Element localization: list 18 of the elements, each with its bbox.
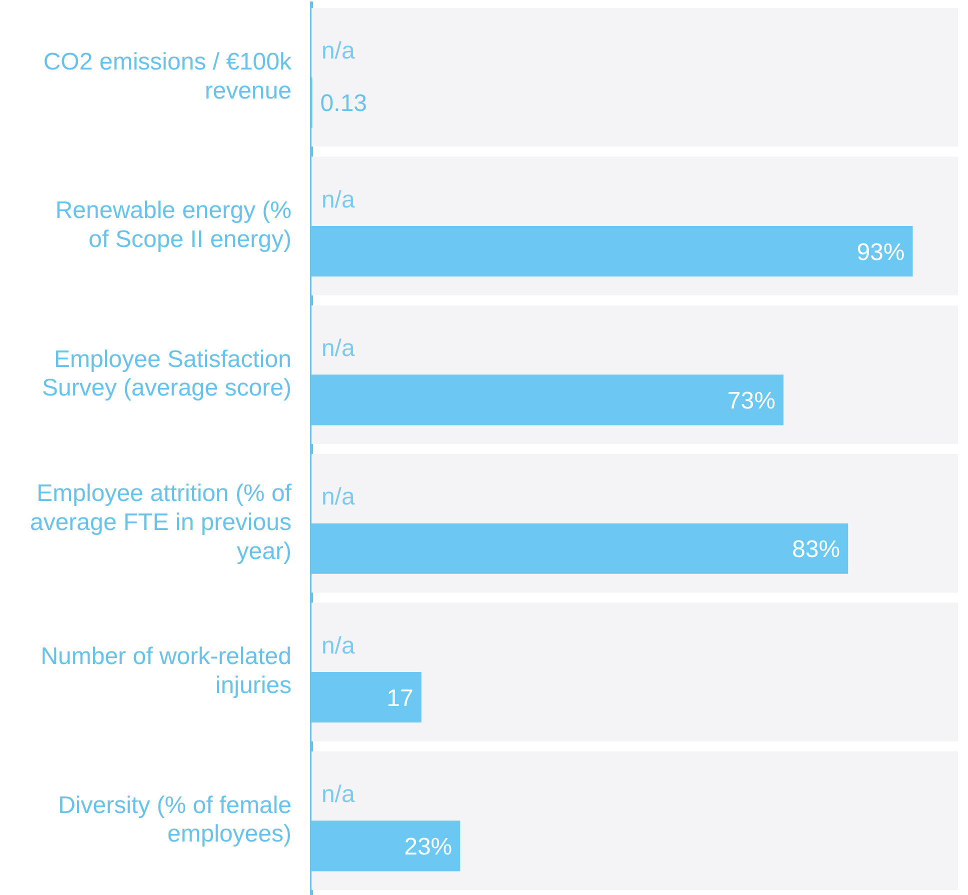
y-tick-label: Employee attrition (% of average FTE in previous year) xyxy=(30,480,292,565)
data-label: 0.13 xyxy=(320,90,368,118)
data-label: 83% xyxy=(792,536,840,564)
y-tick-label: Diversity (% of female employees) xyxy=(58,792,292,848)
text: n/a xyxy=(321,632,355,660)
data-label: 23% xyxy=(404,834,452,861)
text: n/a xyxy=(321,781,355,808)
y-tick-label: CO2 emissions / €100k revenue xyxy=(43,48,292,104)
text: n/a xyxy=(321,484,355,511)
y-tick-label: Renewable energy (% of Scope II energy) xyxy=(55,197,292,254)
data-label: 73% xyxy=(727,388,776,415)
text: n/a xyxy=(321,186,355,214)
y-tick-label: Employee Satisfaction Survey (average score) xyxy=(42,346,292,402)
text: n/a xyxy=(321,335,355,362)
y-tick-label: Number of work-related injuries xyxy=(40,643,292,700)
data-label: 93% xyxy=(856,238,905,266)
data-label: 17 xyxy=(386,684,414,712)
text: n/a xyxy=(321,38,355,65)
